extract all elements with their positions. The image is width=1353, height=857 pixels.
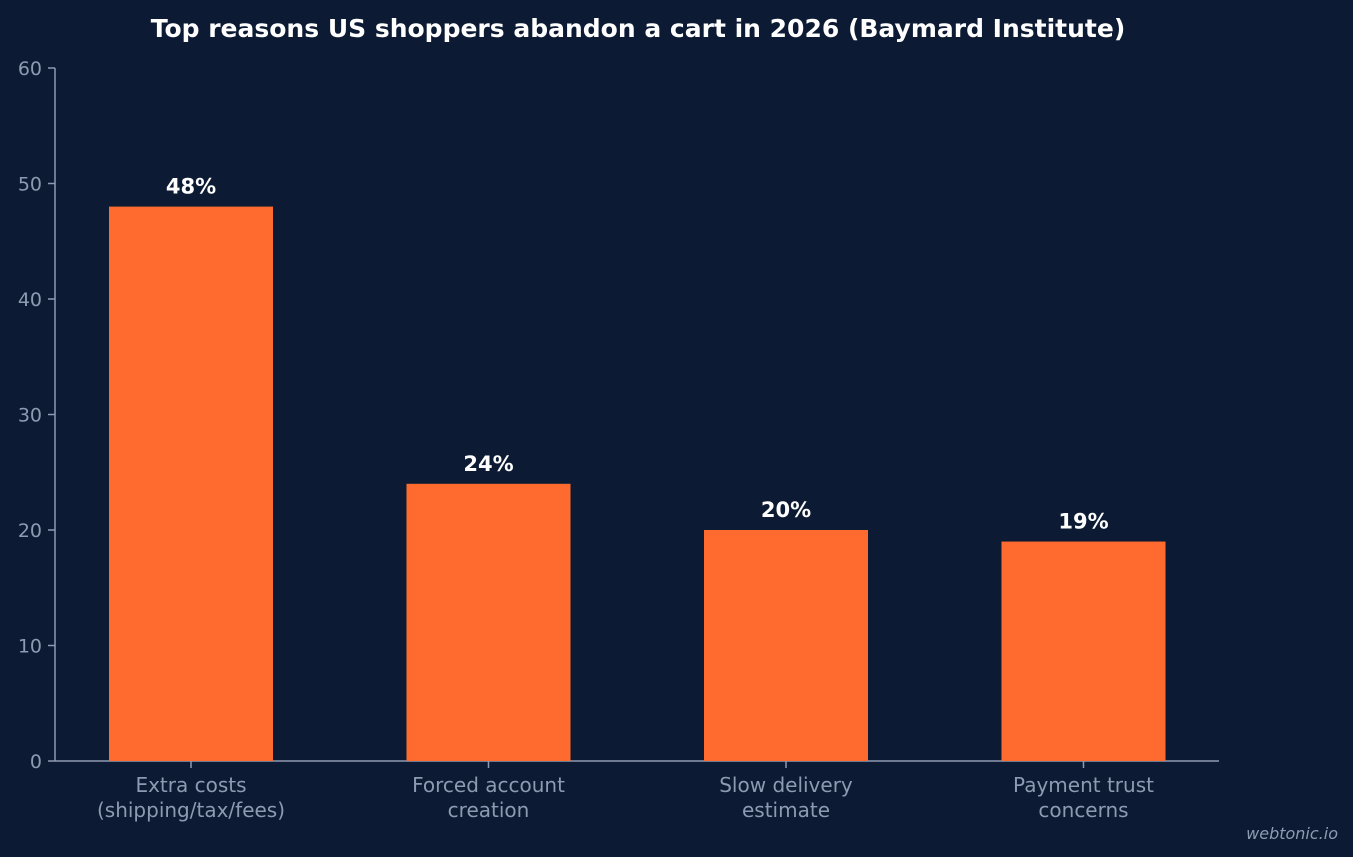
x-tick-label: Payment trust [1013, 773, 1154, 797]
y-tick-label: 50 [18, 174, 42, 196]
watermark-text: webtonic.io [1246, 824, 1338, 843]
x-tick-label: creation [448, 798, 530, 822]
bar-value-label: 19% [1058, 510, 1108, 534]
y-ticks: 0 10 20 30 40 50 60 [18, 58, 55, 773]
bar-value-label: 48% [166, 175, 216, 199]
bar [704, 530, 868, 761]
bar-value-label: 24% [463, 452, 513, 476]
x-tick-label: (shipping/tax/fees) [97, 798, 285, 822]
bar-value-label: 20% [761, 498, 811, 522]
y-tick-label: 60 [18, 58, 42, 80]
x-tick-label: concerns [1038, 798, 1128, 822]
bar [406, 483, 571, 761]
chart-title: Top reasons US shoppers abandon a cart i… [151, 14, 1126, 43]
x-tick-label: Forced account [412, 773, 565, 797]
x-tick-label: Extra costs [135, 773, 246, 797]
x-tick-label: Slow delivery [719, 773, 853, 797]
y-tick-label: 30 [18, 405, 42, 427]
y-tick-label: 10 [18, 636, 42, 658]
x-ticks: Extra costs(shipping/tax/fees) Forced acc… [97, 761, 1154, 822]
y-tick-label: 0 [30, 751, 42, 773]
bar [109, 206, 273, 762]
bar [1001, 541, 1166, 761]
y-tick-label: 20 [18, 520, 42, 542]
bars: 48% 24% 20% 19% [109, 175, 1166, 762]
x-tick-label: estimate [742, 798, 830, 822]
y-tick-label: 40 [18, 289, 42, 311]
